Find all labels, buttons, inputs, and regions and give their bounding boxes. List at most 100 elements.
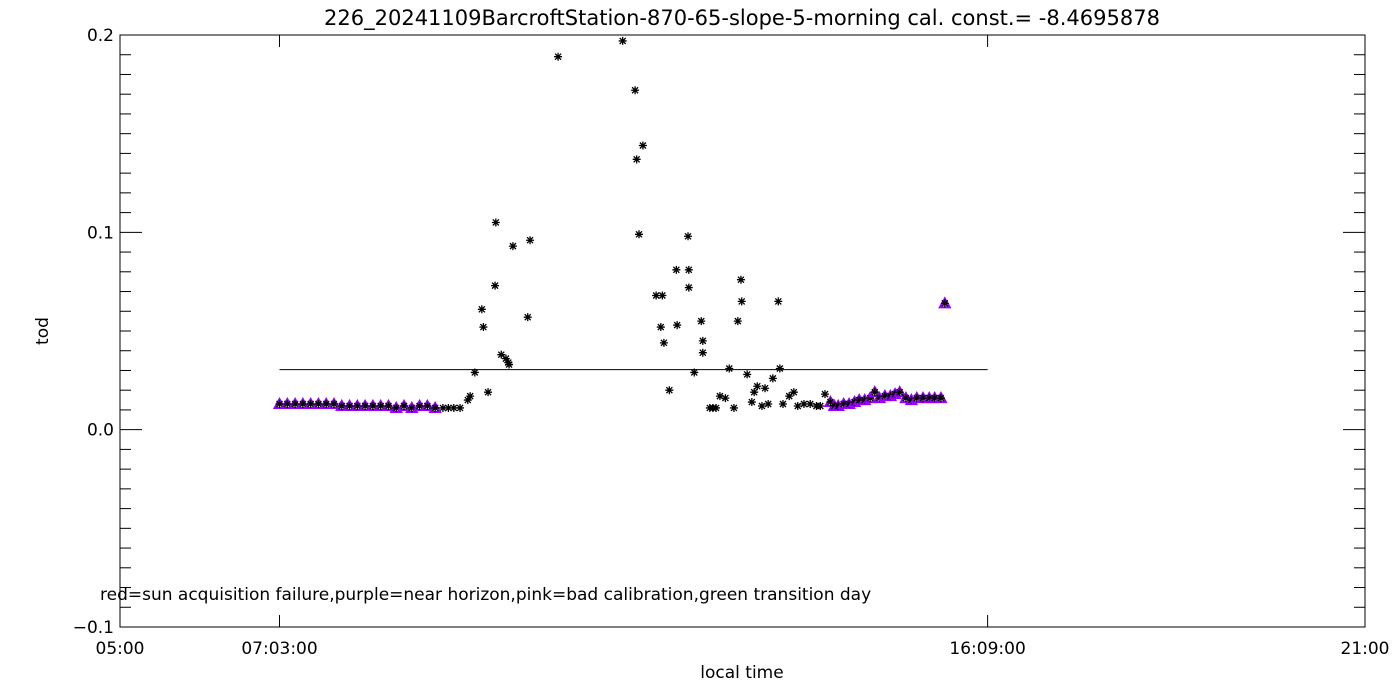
data-point <box>936 394 945 403</box>
data-point <box>860 396 869 405</box>
data-point <box>940 299 949 308</box>
data-point <box>712 403 721 412</box>
data-point <box>820 390 829 399</box>
data-point <box>497 350 506 359</box>
data-point <box>799 400 808 409</box>
plot-frame <box>119 34 1366 628</box>
data-point <box>925 394 934 403</box>
data-point <box>456 403 465 412</box>
data-point <box>684 232 693 241</box>
data-point <box>672 265 681 274</box>
data-point <box>743 370 752 379</box>
data-point <box>298 400 307 409</box>
data-point <box>750 388 759 397</box>
data-point <box>463 396 472 405</box>
data-point <box>345 401 354 410</box>
data-point <box>684 265 693 274</box>
data-point <box>930 394 939 403</box>
data-point <box>866 394 875 403</box>
legend-annotation: red=sun acquisition failure,purple=near … <box>100 585 871 605</box>
data-point <box>337 401 346 410</box>
data-point <box>870 388 879 397</box>
data-point <box>635 230 644 239</box>
data-point <box>504 358 513 367</box>
data-point <box>736 275 745 284</box>
x-tick-label: 16:09:00 <box>949 639 1025 659</box>
x-tick-label: 07:03:00 <box>241 639 317 659</box>
data-point <box>423 401 432 410</box>
data-point <box>697 317 706 326</box>
data-point <box>554 52 563 61</box>
data-point <box>764 400 773 409</box>
data-point <box>729 403 738 412</box>
y-axis-label: tod <box>33 317 53 345</box>
data-point <box>505 360 514 369</box>
data-point <box>774 297 783 306</box>
data-point <box>757 401 766 410</box>
data-point <box>652 291 661 300</box>
data-point <box>491 218 500 227</box>
data-point <box>361 401 370 410</box>
data-point <box>658 291 667 300</box>
data-point <box>322 400 331 409</box>
data-point <box>733 317 742 326</box>
data-point <box>470 368 479 377</box>
data-point <box>526 236 535 245</box>
y-tick-label: 0.2 <box>87 26 114 46</box>
data-point <box>353 401 362 410</box>
data-point <box>816 401 825 410</box>
data-point <box>778 400 787 409</box>
data-point <box>491 281 500 290</box>
data-point <box>466 392 475 401</box>
data-point <box>407 403 416 412</box>
data-point <box>283 400 292 409</box>
x-tick-label: 21:00 <box>1341 639 1390 659</box>
data-point <box>431 403 440 412</box>
data-point <box>690 368 699 377</box>
data-point <box>368 401 377 410</box>
x-axis-label: local time <box>700 663 783 683</box>
data-point <box>392 403 401 412</box>
data-point <box>698 348 707 357</box>
y-tick-label: 0.1 <box>87 223 114 243</box>
data-point <box>775 364 784 373</box>
data-point <box>306 400 315 409</box>
data-point <box>665 386 674 395</box>
data-point <box>438 403 447 412</box>
data-point <box>684 283 693 292</box>
data-point <box>901 394 910 403</box>
data-point <box>715 392 724 401</box>
data-point <box>698 336 707 345</box>
data-point <box>638 141 647 150</box>
data-point <box>768 374 777 383</box>
y-tick-label: 0.0 <box>87 421 114 441</box>
data-point <box>875 394 884 403</box>
data-point <box>415 401 424 410</box>
data-point <box>275 400 284 409</box>
data-point <box>725 364 734 373</box>
data-point <box>632 155 641 164</box>
data-point <box>479 323 488 332</box>
data-point <box>477 305 486 314</box>
data-point <box>747 398 756 407</box>
data-point <box>656 323 665 332</box>
data-point <box>484 388 493 397</box>
data-point <box>845 400 854 409</box>
data-point <box>806 400 815 409</box>
data-point <box>839 400 848 409</box>
data-point <box>789 388 798 397</box>
x-tick-label: 05:00 <box>96 639 145 659</box>
data-point <box>761 384 770 393</box>
data-point <box>785 392 794 401</box>
data-point <box>855 396 864 405</box>
data-point <box>659 338 668 347</box>
y-tick-label: −0.1 <box>73 618 114 638</box>
chart-title: 226_20241109BarcroftStation-870-65-slope… <box>324 6 1160 31</box>
data-point <box>444 403 453 412</box>
data-point <box>826 398 835 407</box>
data-point <box>895 388 904 397</box>
data-point <box>673 321 682 330</box>
data-point <box>834 401 843 410</box>
data-point <box>737 297 746 306</box>
